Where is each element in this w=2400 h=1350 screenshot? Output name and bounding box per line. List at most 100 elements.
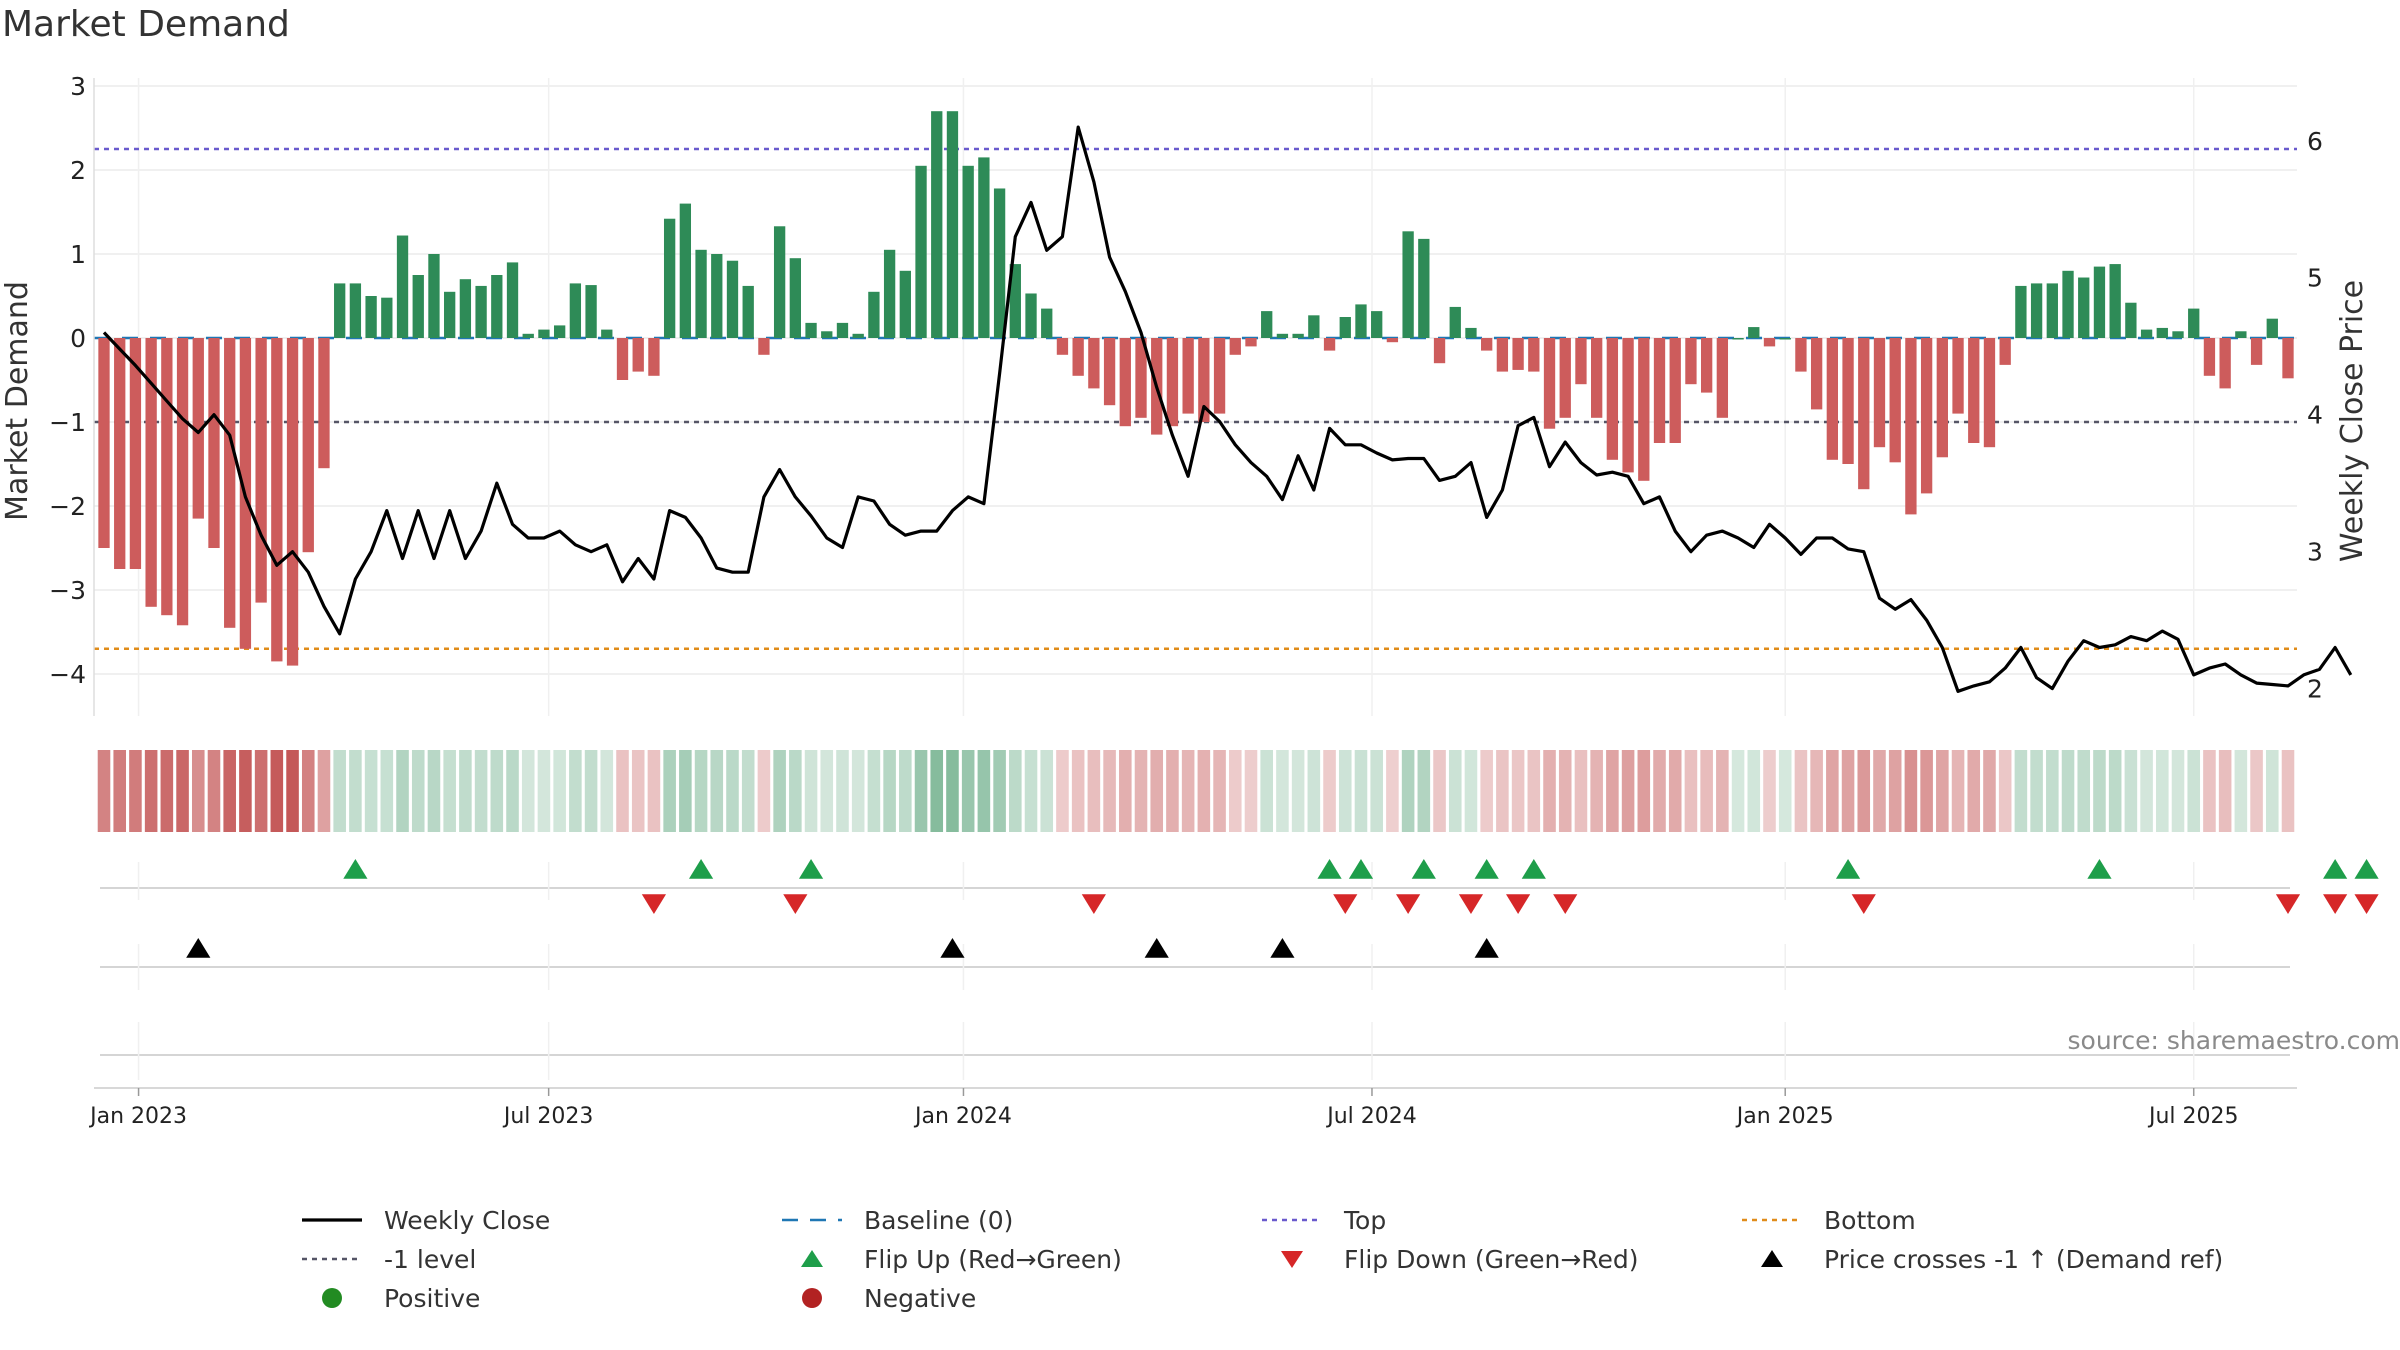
demand-bars xyxy=(98,111,2294,666)
legend-swatch xyxy=(1281,1251,1303,1268)
demand-bar xyxy=(1999,338,2011,365)
demand-bar xyxy=(129,338,142,569)
flip-down-marker xyxy=(1458,894,1484,914)
heat-cell xyxy=(993,750,1006,832)
heat-cell xyxy=(1496,750,1509,832)
demand-bar xyxy=(2046,283,2058,338)
chart-title: Market Demand xyxy=(2,4,290,45)
heat-cell xyxy=(1794,750,1808,832)
demand-bar xyxy=(1685,338,1697,385)
heat-cell xyxy=(2093,750,2106,832)
flip-up-marker xyxy=(1474,859,1499,879)
demand-bar xyxy=(1213,338,1226,414)
heat-cell xyxy=(1574,750,1588,832)
dotted-line-icon xyxy=(1742,1218,1802,1222)
dashed-line-icon xyxy=(782,1218,842,1222)
x-axis: Jan 2023 Jul 2023 Jan 2024 Jul 2024 Jan 2025… xyxy=(88,1087,2297,1129)
heat-cell xyxy=(1448,750,1462,832)
heat-cell xyxy=(2266,750,2279,832)
demand-bar xyxy=(1386,338,1399,343)
x-tick-label: Jan 2025 xyxy=(1735,1104,1834,1129)
heat-cell xyxy=(663,750,676,832)
legend-label: Weekly Close xyxy=(384,1205,551,1235)
heat-cell xyxy=(899,750,912,832)
demand-bar xyxy=(1465,327,1477,338)
demand-bar xyxy=(2140,329,2153,338)
flip-up-marker xyxy=(1317,859,1342,879)
heat-cell xyxy=(789,750,802,832)
heat-cell xyxy=(961,750,975,832)
demand-bar xyxy=(1968,338,1980,443)
heat-cell xyxy=(2061,750,2075,832)
demand-bar xyxy=(1873,338,1886,448)
flip-down-marker xyxy=(641,894,667,914)
heat-cell xyxy=(129,750,142,832)
flip-down-marker xyxy=(2323,894,2348,914)
heat-cell xyxy=(411,750,425,832)
heat-cell xyxy=(930,750,944,832)
heat-cell xyxy=(2124,750,2138,832)
demand-bar xyxy=(192,338,204,519)
demand-bar xyxy=(711,254,723,338)
demand-bar xyxy=(428,254,440,338)
heat-cell xyxy=(443,750,456,832)
price-cross-marker xyxy=(1270,938,1295,958)
demand-bar xyxy=(318,338,330,469)
heat-cell xyxy=(1370,750,1383,832)
price-cross-marker xyxy=(1144,938,1169,958)
demand-bar xyxy=(1229,338,1241,355)
heat-cell xyxy=(710,750,724,832)
legend-label: Positive xyxy=(384,1283,481,1313)
heat-cell xyxy=(883,750,896,832)
demand-bar xyxy=(1402,231,1414,338)
heat-cell xyxy=(820,750,834,832)
x-tick-label: Jul 2025 xyxy=(2147,1104,2239,1129)
heat-cell xyxy=(1197,750,1211,832)
demand-bar xyxy=(1009,264,1021,338)
heat-cell xyxy=(1873,750,1886,832)
demand-bar xyxy=(506,262,519,338)
demand-bar xyxy=(1606,338,1619,460)
heat-cell xyxy=(631,750,645,832)
triangle-up-icon xyxy=(801,1250,823,1267)
event-markers xyxy=(100,859,2379,1080)
flip-up-marker xyxy=(2087,859,2112,879)
y-tick-label: 1 xyxy=(70,240,86,269)
heat-cell xyxy=(741,750,755,832)
legend-label: Negative xyxy=(864,1283,977,1313)
heat-cell xyxy=(2108,750,2122,832)
heat-cell xyxy=(301,750,315,832)
heat-cell xyxy=(160,750,174,832)
legend-item: Weekly Close xyxy=(300,1205,551,1235)
demand-bar xyxy=(1936,338,1948,458)
demand-bar xyxy=(2250,338,2263,365)
heat-cell xyxy=(1967,750,1981,832)
demand-bar xyxy=(145,338,157,607)
legend-item: Baseline (0) xyxy=(780,1206,1013,1235)
demand-bar xyxy=(1418,238,1430,338)
flip-down-marker xyxy=(2354,894,2379,914)
demand-bar xyxy=(224,338,236,628)
heat-cell xyxy=(333,750,346,832)
demand-bar xyxy=(381,297,393,338)
demand-bar xyxy=(1889,338,1901,463)
demand-bar xyxy=(1103,338,1116,406)
heat-cell xyxy=(1637,750,1651,832)
heat-cell xyxy=(1684,750,1698,832)
demand-bar xyxy=(1638,338,1650,481)
demand-bar xyxy=(632,338,644,372)
demand-bar xyxy=(98,338,110,548)
demand-bar xyxy=(2282,338,2294,379)
heat-cell xyxy=(1841,750,1855,832)
heat-cell xyxy=(616,750,629,832)
x-tick-label: Jul 2023 xyxy=(502,1104,594,1129)
heat-cell xyxy=(1763,750,1776,832)
demand-bar xyxy=(1858,338,1870,490)
heat-cell xyxy=(1354,750,1368,832)
legend-label: Top xyxy=(1344,1205,1387,1235)
heat-cell xyxy=(1103,750,1116,832)
y-tick-label: −1 xyxy=(49,408,86,437)
legend-item: Flip Down (Green→Red) xyxy=(1260,1245,1639,1274)
demand-bar xyxy=(114,338,126,569)
heat-cell xyxy=(804,750,818,832)
